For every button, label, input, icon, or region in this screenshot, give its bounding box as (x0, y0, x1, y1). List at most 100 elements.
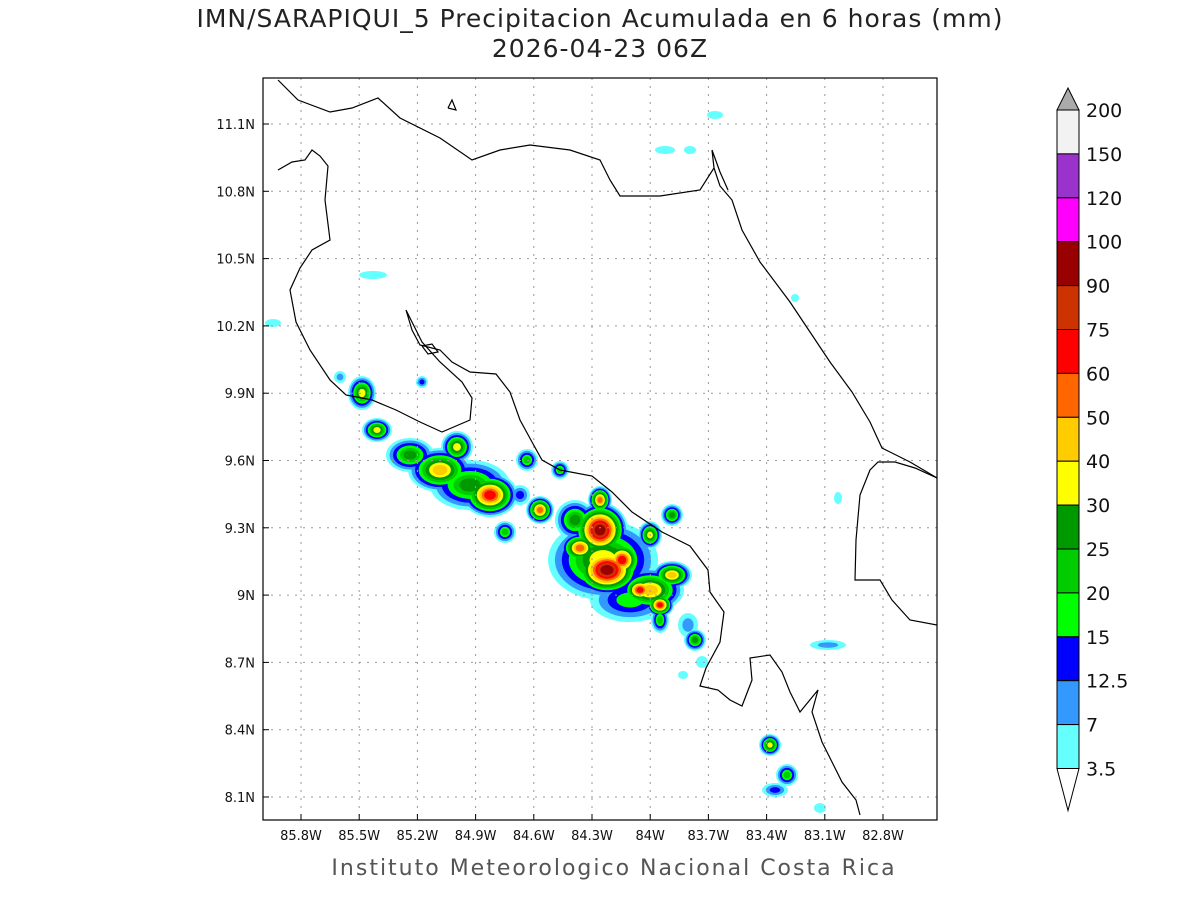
precip-contour (684, 146, 696, 154)
precip-contour (767, 742, 773, 748)
colorbar-swatch (1056, 460, 1080, 506)
colorbar-label: 20 (1086, 583, 1110, 605)
lat-tick-label: 10.5N (216, 253, 255, 268)
colorbar-label: 50 (1086, 407, 1110, 429)
colorbar-swatch (1056, 636, 1080, 682)
colorbar-swatch (1056, 372, 1080, 418)
precip-contour (536, 506, 544, 514)
colorbar-swatch (1056, 724, 1080, 769)
pacific-coastline (277, 149, 861, 816)
colorbar-swatch (1056, 109, 1080, 155)
colorbar-label: 90 (1086, 276, 1110, 298)
lon-tick-label: 84.9W (455, 829, 497, 844)
precip-contour (432, 464, 448, 476)
precip-contour (678, 671, 688, 679)
colorbar-swatch (1056, 504, 1080, 550)
precip-contour (814, 803, 826, 813)
nicaragua-coast-north (277, 79, 729, 197)
lon-tick-label: 85.8W (280, 829, 322, 844)
lat-tick-label: 9.9N (225, 387, 255, 402)
colorbar-swatch (1056, 548, 1080, 594)
precip-contour (419, 379, 425, 385)
precip-contour (453, 443, 461, 451)
precip-contour (657, 616, 663, 624)
precip-contour (600, 564, 614, 576)
lon-tick-label: 84.6W (513, 829, 555, 844)
precip-contour (707, 111, 723, 119)
map-title: IMN/SARAPIQUI_5 Precipitacion Acumulada … (196, 4, 1004, 33)
precip-contour (575, 544, 585, 552)
colorbar-swatch (1056, 592, 1080, 638)
colorbar-label: 12.5 (1086, 671, 1128, 693)
colorbar-label: 100 (1086, 232, 1122, 254)
lat-tick-label: 10.8N (216, 185, 255, 200)
colorbar-label: 7 (1086, 715, 1098, 737)
precip-contour (817, 642, 839, 648)
map-valid-time: 2026-04-23 06Z (491, 34, 709, 63)
precip-contour (783, 771, 791, 779)
lat-lon-grid (263, 78, 937, 820)
lon-tick-label: 84W (635, 829, 665, 844)
precip-contour (692, 637, 698, 643)
precip-contour (594, 524, 606, 536)
precip-contour (791, 294, 799, 302)
colorbar-label: 30 (1086, 495, 1110, 517)
colorbar-label: 40 (1086, 451, 1110, 473)
colorbar-label: 75 (1086, 320, 1110, 342)
lat-tick-label: 9.6N (225, 455, 255, 470)
colorbar-label: 15 (1086, 627, 1110, 649)
lon-tick-label: 84.3W (571, 829, 613, 844)
colorbar-swatch (1056, 153, 1080, 199)
footer-credit: Instituto Meteorologico Nacional Costa R… (331, 856, 897, 881)
lat-tick-label: 11.1N (216, 118, 255, 133)
colorbar-label: 120 (1086, 188, 1122, 210)
caribbean-coastline (713, 167, 937, 479)
precipitation-field (265, 111, 846, 813)
colorbar-label: 60 (1086, 363, 1110, 385)
colorbar-swatch (1056, 329, 1080, 374)
nicoya-island (421, 343, 440, 355)
lon-tick-label: 83.7W (687, 829, 729, 844)
panama-border (854, 461, 937, 626)
colorbar-swatch (1056, 285, 1080, 331)
precip-contour (373, 427, 381, 433)
lon-tick-label: 83.1W (804, 829, 846, 844)
lat-tick-label: 9N (237, 589, 255, 604)
precip-contour (636, 587, 644, 593)
precip-contour (657, 602, 663, 608)
colorbar-swatch (1056, 416, 1080, 462)
colorbar-swatch (1056, 241, 1080, 287)
precip-contour (617, 555, 627, 565)
precip-contour (669, 512, 675, 518)
colorbar-label: 3.5 (1086, 759, 1116, 781)
precip-contour (501, 528, 509, 536)
precip-contour (336, 373, 344, 381)
precip-contour (682, 618, 694, 632)
lat-tick-label: 9.3N (225, 522, 255, 537)
precip-contour (569, 514, 581, 526)
colorbar-swatch (1056, 680, 1080, 726)
lon-tick-label: 85.2W (396, 829, 438, 844)
colorbar-over-arrow (1056, 86, 1080, 111)
lat-tick-label: 10.2N (216, 320, 255, 335)
precip-contour (265, 319, 281, 327)
coastlines (277, 79, 937, 816)
precip-contour (403, 450, 417, 460)
colorbar-swatch (1056, 197, 1080, 243)
lat-tick-label: 8.7N (225, 656, 255, 671)
precip-contour (597, 496, 603, 504)
precip-contour (459, 478, 481, 492)
colorbar-under-arrow (1056, 768, 1080, 813)
precip-contour (359, 271, 387, 279)
map-frame (262, 77, 938, 821)
colorbar-label: 150 (1086, 144, 1122, 166)
colorbar-label: 25 (1086, 539, 1110, 561)
precip-contour (484, 490, 496, 500)
precip-contour (667, 571, 677, 579)
precip-contour (696, 656, 708, 668)
lon-tick-label: 83.4W (746, 829, 788, 844)
precip-contour (834, 492, 842, 504)
lon-tick-label: 82.8W (862, 829, 904, 844)
precip-contour (515, 490, 525, 500)
lat-tick-label: 8.4N (225, 724, 255, 739)
